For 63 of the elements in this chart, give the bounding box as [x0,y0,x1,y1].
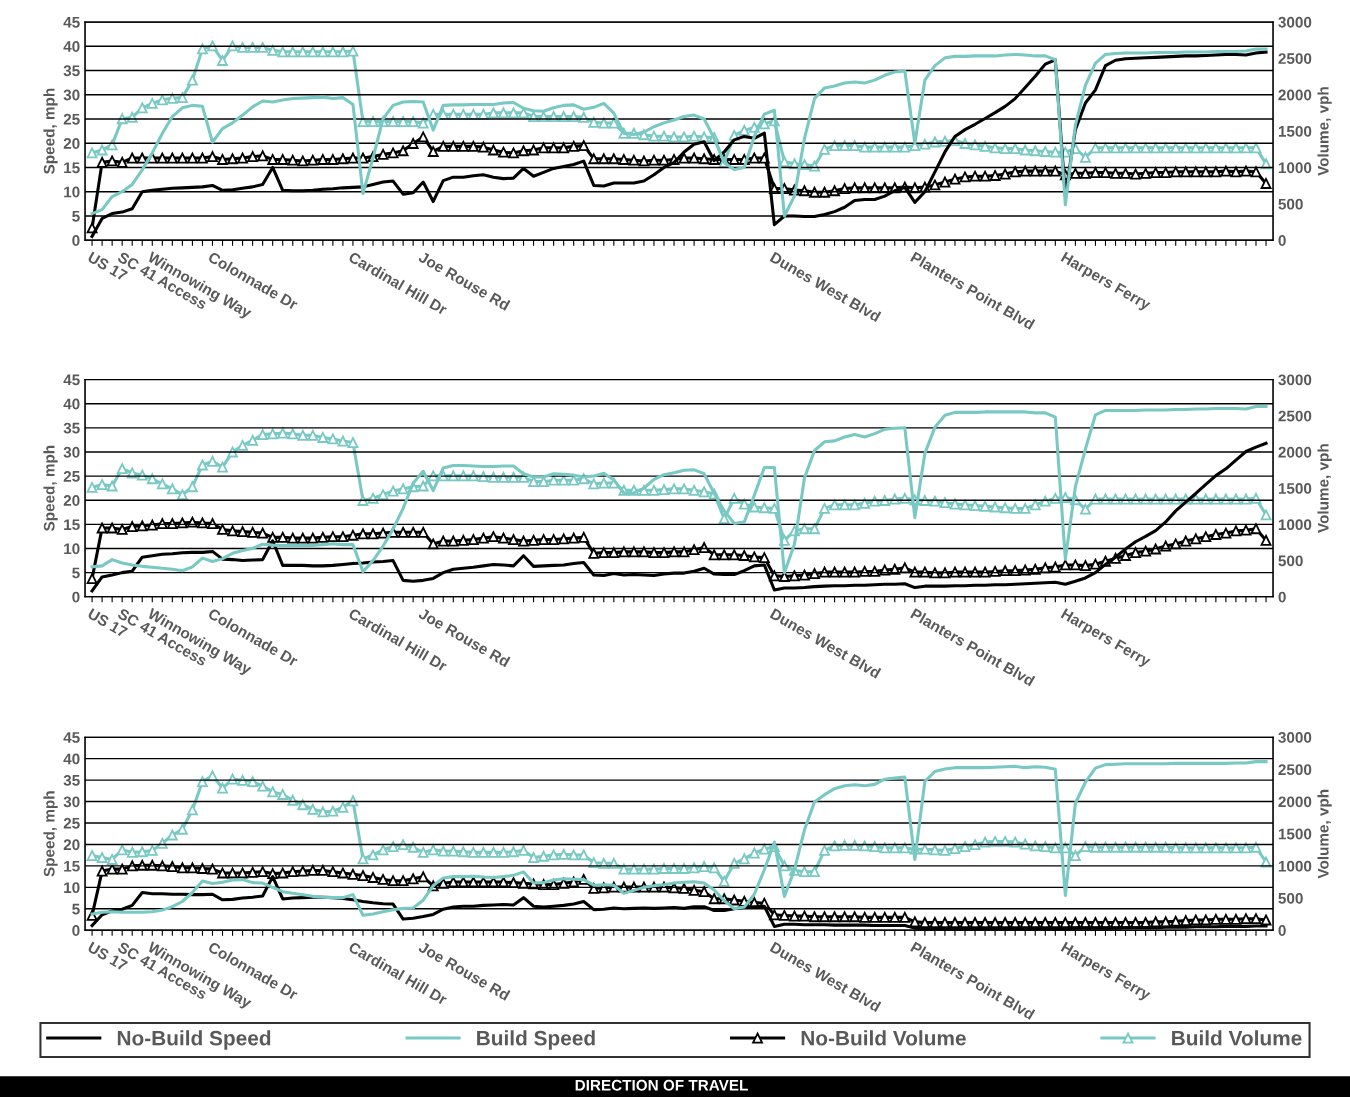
y2-tick-label: 2500 [1278,53,1312,65]
y2-tick-label: 2000 [1278,796,1312,808]
y2-tick-label: 2500 [1278,410,1312,422]
legend-label: Build Volume [1172,1030,1302,1046]
text: DIRECTION OF TRAVEL [575,1079,748,1091]
y2-tick-label: 1000 [1278,860,1312,872]
y-tick-label: 45 [63,374,80,386]
y-tick-label: 15 [64,162,80,174]
y2-tick-label: 3000 [1278,16,1312,28]
y2-tick-label: 1500 [1278,828,1312,840]
y2-tick-label: 0 [1278,591,1286,603]
y-tick-label: 0 [72,235,80,246]
y-tick-label: 40 [63,41,80,52]
y2-tick-label: 1500 [1278,125,1312,137]
y-tick-label: 25 [63,470,80,482]
y-tick-label: 40 [63,398,80,410]
y2-tick-label: 0 [1278,925,1286,936]
y-tick-label: 35 [63,65,80,77]
y-tick-label: 10 [64,543,80,555]
y-tick-label: 30 [63,796,80,808]
y2-tick-label: 3000 [1278,732,1312,743]
y2-tick-label: 1000 [1278,162,1312,174]
y-tick-label: 20 [63,839,80,851]
y-tick-label: 35 [63,774,80,786]
y-tick-label: 0 [72,591,80,603]
y-tick-label: 40 [63,753,80,765]
y-tick-label: 20 [63,138,80,149]
y-tick-label: 25 [63,113,80,125]
y-tick-label: 30 [63,446,80,458]
y2-axis-title: Volume, vph [1317,444,1332,533]
y-tick-label: 5 [72,903,80,915]
y-tick-label: 20 [63,495,80,506]
y-axis-title: Speed, mph [43,791,58,877]
legend-label: No-Build Volume [801,1030,966,1046]
y2-tick-label: 1500 [1278,483,1312,494]
y-tick-label: 10 [64,882,80,894]
y2-tick-label: 1000 [1278,519,1312,531]
y-tick-label: 5 [72,211,80,222]
y2-tick-label: 2500 [1278,764,1312,776]
y2-tick-label: 0 [1278,235,1286,246]
y2-tick-label: 500 [1278,555,1303,567]
y-tick-label: 35 [63,422,80,434]
y-tick-label: 10 [64,186,80,198]
y-tick-label: 5 [72,567,80,579]
y2-axis-title: Volume, vph [1317,789,1332,879]
legend-label: No-Build Speed [117,1030,271,1050]
y-axis-title: Speed, mph [43,88,58,174]
y-tick-label: 30 [63,89,80,101]
line-series [90,441,1268,593]
y2-tick-label: 500 [1278,892,1303,904]
y-axis-title: Speed, mph [43,445,58,532]
legend-label: Build Speed [477,1030,595,1050]
y-tick-label: 15 [64,860,80,872]
y-tick-label: 0 [72,925,80,936]
y-tick-label: 15 [64,519,80,531]
y2-tick-label: 2000 [1278,446,1312,458]
y2-axis-title: Volume, vph [1317,87,1332,176]
y2-tick-label: 2000 [1278,89,1312,101]
y-tick-label: 45 [63,732,80,743]
y-tick-label: 25 [63,817,80,829]
y2-tick-label: 3000 [1278,374,1312,386]
y2-tick-label: 500 [1278,198,1303,210]
y-tick-label: 45 [63,16,80,28]
